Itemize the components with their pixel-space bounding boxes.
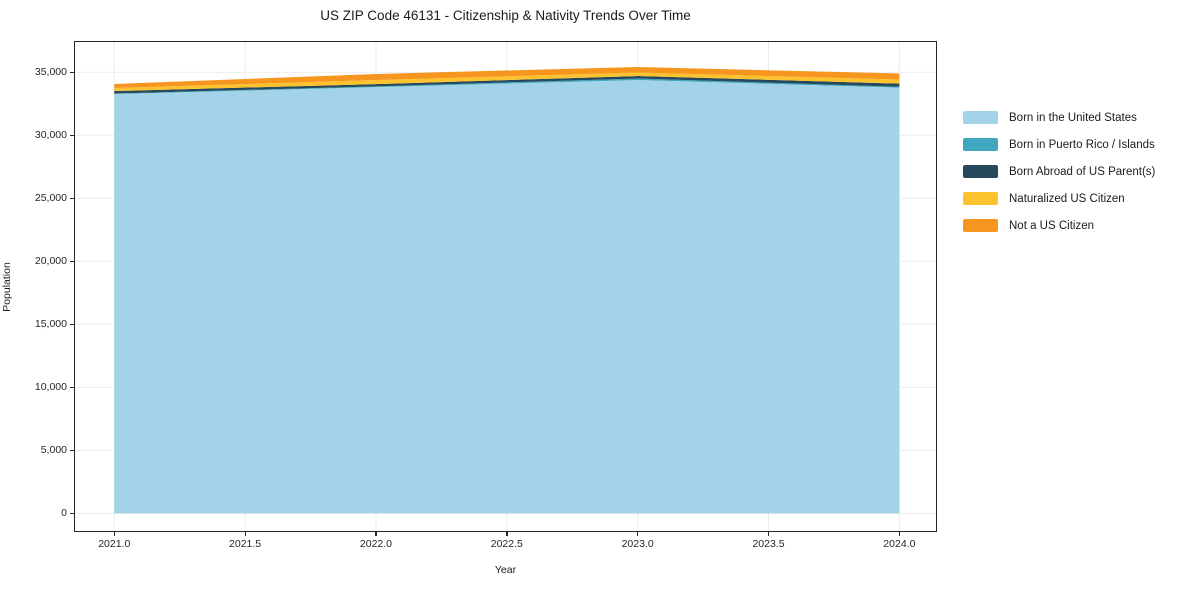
x-tick-mark	[244, 532, 246, 536]
x-tick-mark	[113, 532, 116, 536]
legend-swatch	[963, 111, 998, 124]
y-tick-label: 5,000	[40, 444, 67, 457]
area-series-2	[113, 75, 899, 94]
legend-item: Naturalized US Citizen	[963, 185, 1155, 212]
y-tick-label: 0	[61, 507, 67, 520]
x-tick-mark	[768, 532, 770, 536]
stacked-area-chart	[74, 41, 936, 531]
y-tick-label: 15,000	[34, 318, 67, 331]
y-tick-mark	[70, 512, 74, 515]
legend-label: Born Abroad of US Parent(s)	[1009, 165, 1156, 178]
y-tick-mark	[70, 197, 74, 200]
legend-item: Born Abroad of US Parent(s)	[963, 158, 1155, 185]
legend-label: Not a US Citizen	[1009, 219, 1095, 232]
legend-label: Naturalized US Citizen	[1009, 192, 1125, 205]
x-tick-mark	[637, 532, 639, 536]
y-tick-mark	[70, 134, 74, 137]
y-tick-label: 35,000	[34, 66, 67, 79]
y-tick-mark	[70, 386, 74, 389]
legend-swatch	[963, 219, 998, 232]
y-tick-label: 25,000	[34, 192, 67, 205]
x-tick-mark	[898, 532, 901, 536]
x-tick-mark	[375, 532, 377, 536]
y-axis-label: Population	[1, 262, 13, 312]
y-tick-label: 30,000	[34, 129, 67, 142]
x-tick-label: 2022.0	[359, 538, 393, 550]
legend-label: Born in Puerto Rico / Islands	[1009, 138, 1155, 151]
legend: Born in the United States Born in Puerto …	[963, 104, 1155, 239]
y-tick-mark	[70, 323, 74, 326]
x-tick-label: 2023.0	[621, 538, 654, 550]
x-tick-label: 2023.5	[752, 538, 785, 550]
x-axis-label: Year	[494, 564, 517, 576]
area-series-3	[113, 72, 899, 91]
chart-title: US ZIP Code 46131 - Citizenship & Nativi…	[320, 8, 691, 23]
legend-item: Not a US Citizen	[963, 212, 1155, 239]
legend-swatch	[963, 165, 998, 178]
legend-item: Born in the United States	[963, 104, 1155, 131]
y-tick-label: 10,000	[34, 381, 67, 394]
y-tick-mark	[70, 71, 74, 74]
legend-swatch	[963, 138, 998, 151]
x-tick-mark	[506, 532, 508, 536]
legend-item: Born in Puerto Rico / Islands	[963, 131, 1155, 158]
y-tick-label: 20,000	[34, 255, 67, 268]
x-tick-label: 2022.5	[490, 538, 523, 550]
x-tick-label: 2024.0	[883, 538, 916, 550]
x-tick-label: 2021.0	[98, 538, 131, 550]
y-tick-mark	[70, 260, 74, 263]
area-series-0	[113, 79, 899, 513]
plot-area	[73, 40, 937, 532]
legend-swatch	[963, 192, 998, 205]
area-series-4	[113, 66, 899, 88]
legend-label: Born in the United States	[1009, 111, 1137, 124]
y-tick-mark	[70, 449, 74, 452]
x-tick-label: 2021.5	[229, 538, 262, 550]
